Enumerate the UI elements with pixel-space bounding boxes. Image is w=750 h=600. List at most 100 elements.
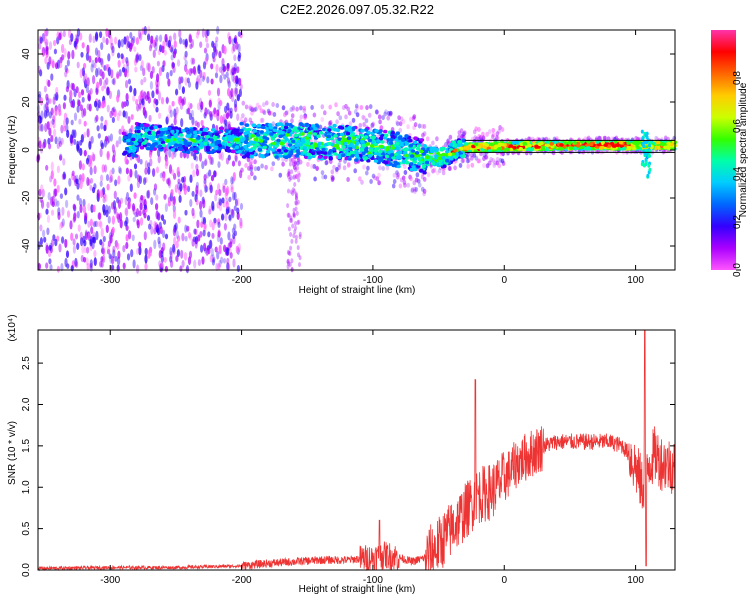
- spectrogram-cell: [377, 172, 381, 178]
- spectrogram-cell: [419, 168, 424, 173]
- spectrogram-cell: [353, 109, 358, 115]
- spectrogram-cell: [416, 144, 421, 148]
- spectrogram-cell: [80, 51, 84, 58]
- spectrogram-cell: [100, 42, 104, 51]
- spectrogram-cell: [218, 51, 222, 59]
- spectrogram-cell: [296, 245, 300, 251]
- spectrogram-cell: [53, 178, 57, 187]
- spectrogram-cell: [654, 145, 659, 150]
- spectrogram-cell: [86, 262, 90, 271]
- spectrogram-cell: [51, 195, 55, 205]
- spectrogram-cell: [253, 175, 257, 181]
- spectrogram-cell: [123, 150, 128, 155]
- spectrogram-cell: [413, 122, 418, 128]
- spectrogram-cell: [306, 133, 312, 138]
- spectrogram-cell: [86, 176, 90, 187]
- spectrogram-cell: [77, 99, 81, 107]
- spectrogram-cell: [148, 135, 154, 140]
- spectrogram-cell: [243, 140, 249, 144]
- spectrogram-cell: [65, 250, 70, 259]
- spectrogram-cell: [201, 216, 205, 225]
- spectrogram-cell: [195, 81, 199, 90]
- spectrogram-cell: [491, 127, 496, 133]
- spectrogram-cell: [196, 75, 200, 84]
- spectrogram-cell: [417, 156, 422, 161]
- spectrogram-cell: [218, 244, 222, 255]
- spectrogram-cell: [470, 162, 475, 168]
- spectrogram-cell: [175, 106, 179, 115]
- spectrogram-cell: [333, 152, 338, 156]
- spectrogram-cell: [213, 218, 218, 226]
- spectrogram-cell: [303, 115, 307, 120]
- spectrogram-cell: [366, 158, 371, 163]
- spectrogram-cell: [150, 35, 154, 44]
- spectrogram-cell: [133, 192, 137, 199]
- spectrogram-cell: [168, 179, 172, 189]
- spectrogram-cell: [399, 177, 404, 183]
- spectrogram-cell: [94, 57, 98, 64]
- spectrogram-cell: [273, 128, 278, 133]
- spectrogram-cell: [47, 137, 51, 145]
- spectrogram-cell: [79, 204, 83, 214]
- spectrogram-cell: [354, 158, 359, 162]
- spectrogram-cell: [121, 125, 125, 134]
- spectrogram-cell: [174, 222, 178, 231]
- spectrogram-cell: [236, 264, 240, 273]
- spectrogram-cell: [203, 173, 207, 181]
- spectrogram-cell: [64, 70, 68, 78]
- spectrogram-cell: [112, 106, 116, 113]
- spectrogram-cell: [213, 45, 217, 53]
- spectrogram-cell: [508, 144, 514, 148]
- spectrogram-cell: [173, 236, 177, 247]
- spectrogram-cell: [461, 158, 466, 163]
- spectrogram-cell: [141, 141, 147, 145]
- spectrogram-cell: [412, 157, 418, 161]
- spectrogram-cell: [238, 77, 242, 87]
- spectrogram-cell: [93, 62, 97, 69]
- spectrogram-cell: [119, 197, 124, 205]
- spectrogram-cell: [66, 210, 71, 218]
- spectrogram-cell: [289, 232, 293, 237]
- spectrogram-cell: [359, 105, 364, 110]
- spectrogram-cell: [598, 145, 604, 150]
- spectrogram-cell: [169, 70, 173, 77]
- spectrogram-cell: [375, 176, 380, 182]
- spectrogram-cell: [386, 115, 391, 121]
- spectrogram-cell: [77, 224, 81, 232]
- spectrogram-cell: [181, 260, 185, 268]
- spectrogram-cell: [83, 120, 87, 127]
- spectrogram-cell: [340, 139, 346, 143]
- spectrogram-cell: [202, 61, 207, 70]
- spectrogram-cell: [149, 80, 153, 90]
- spectrogram-cell: [285, 133, 290, 137]
- spectrogram-cell: [365, 105, 369, 111]
- spectrogram-cell: [177, 235, 181, 242]
- spectrogram-cell: [449, 157, 454, 161]
- spectrogram-cell: [214, 49, 218, 55]
- spectrogram-cell: [260, 163, 264, 169]
- spectrogram-cell: [110, 69, 114, 79]
- spectrogram-cell: [173, 40, 177, 49]
- spectrogram-cell: [292, 175, 297, 181]
- spectrogram-cell: [347, 157, 352, 161]
- spectrogram-cell: [167, 200, 171, 207]
- spectrogram-cell: [139, 202, 143, 211]
- spectrogram-cell: [323, 110, 327, 116]
- spectrogram-cell: [162, 219, 167, 225]
- spectrogram-cell: [446, 139, 450, 145]
- spectrogram-cell: [82, 75, 86, 84]
- spectrogram-cell: [268, 125, 274, 130]
- spectrogram-cell: [364, 149, 369, 153]
- spectrogram-cell: [225, 71, 229, 78]
- spectrogram-cell: [192, 142, 198, 147]
- spectrogram-cell: [81, 96, 85, 103]
- spectrogram-cell: [59, 155, 63, 161]
- spectrogram-cell: [249, 154, 254, 159]
- spectrogram-cell: [259, 117, 264, 123]
- spectrogram-cell: [179, 151, 183, 159]
- spectrogram-cell: [99, 260, 103, 268]
- snr-ytick-label: 0.5: [21, 521, 32, 535]
- spectrogram-cell: [289, 175, 293, 181]
- spectrogram-cell: [84, 79, 88, 89]
- spectrogram-cell: [68, 177, 72, 187]
